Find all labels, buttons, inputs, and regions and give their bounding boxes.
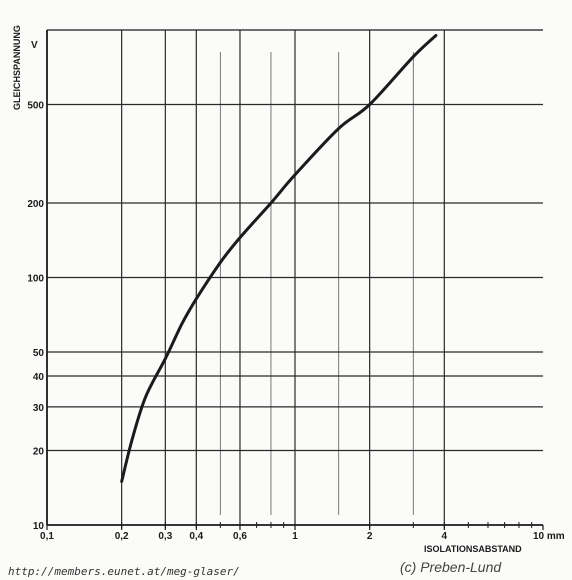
y-tick-label-2: 30	[33, 403, 45, 414]
x-axis-title: ISOLATIONSABSTAND	[424, 544, 522, 554]
x-tick-label-1: 0,2	[115, 531, 129, 542]
y-axis-title: GLEICHSPANNUNG	[12, 25, 22, 110]
source-url: http://members.eunet.at/meg-glaser/	[8, 565, 240, 578]
copyright-text: (c) Preben-Lund	[400, 559, 502, 575]
x-tick-label-4: 0,6	[233, 531, 247, 542]
series-layer	[120, 34, 438, 483]
grid	[47, 30, 543, 525]
y-tick-label-3: 40	[33, 372, 45, 383]
y-tick-label-0: 10	[33, 521, 45, 532]
x-tick-label-2: 0,3	[158, 531, 172, 542]
voltage-curve	[120, 34, 438, 483]
x-tick-label-7: 4	[442, 531, 448, 542]
y-tick-label-5: 100	[27, 274, 44, 285]
x-tick-label-8: 10 mm	[533, 531, 565, 542]
y-tick-labels: 10 20 30 40 50 100 200 500	[27, 101, 44, 532]
y-tick-label-7: 500	[27, 101, 44, 112]
y-tick-label-1: 20	[33, 446, 45, 457]
y-tick-label-4: 50	[33, 348, 45, 359]
x-tick-label-6: 2	[367, 531, 373, 542]
x-tick-label-3: 0,4	[189, 531, 203, 542]
x-tick-labels: 0,1 0,2 0,3 0,4 0,6 1 2 4 10 mm	[40, 522, 565, 542]
x-tick-label-0: 0,1	[40, 531, 54, 542]
y-tick-label-6: 200	[27, 199, 44, 210]
y-unit-label: V	[31, 40, 38, 51]
x-tick-label-5: 1	[292, 531, 298, 542]
